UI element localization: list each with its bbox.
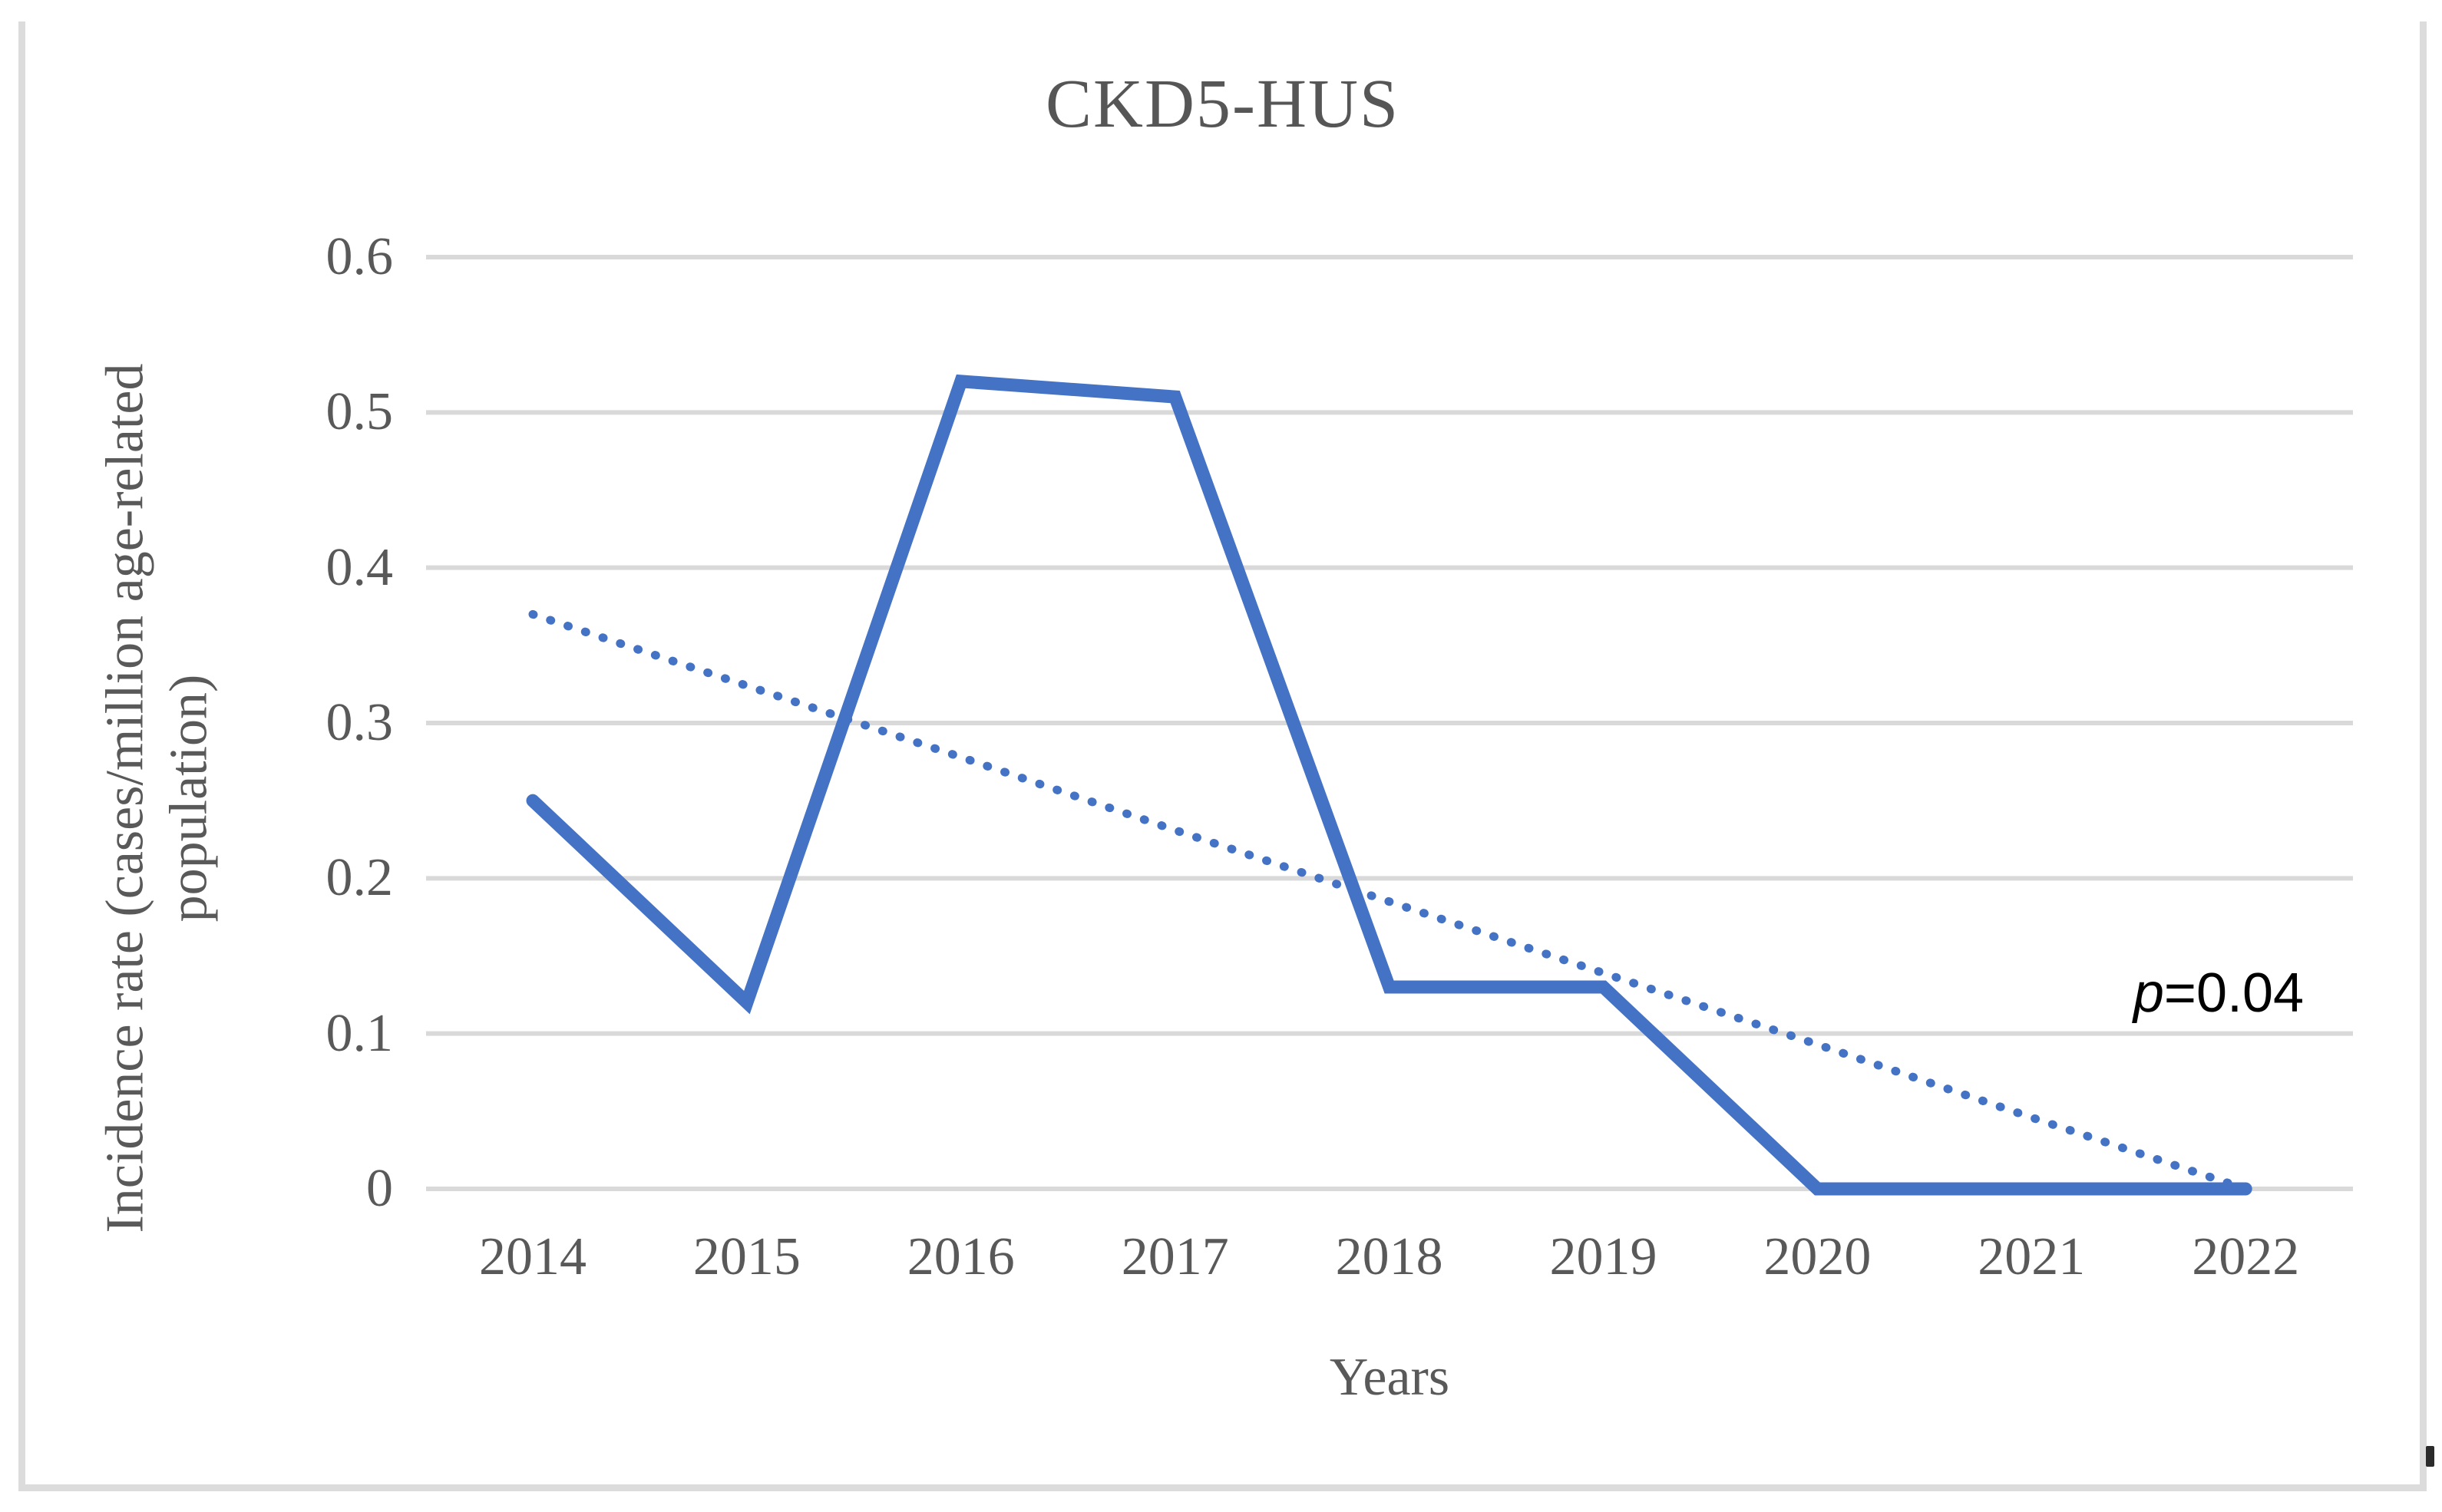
x-tick-label: 2022 [2192,1227,2300,1286]
y-tick-label: 0.5 [325,382,394,442]
p-value: =0.04 [2163,962,2305,1024]
page-text-artifact [2426,1446,2434,1467]
y-axis-title-line2: population) [159,674,218,923]
y-axis-title-line1: Incidence rate (cases/million age-relate… [95,363,155,1233]
figure-border [18,21,2427,1491]
y-tick-label: 0.4 [325,537,394,597]
series-line-solid [526,374,2252,1196]
y-axis-title: Incidence rate (cases/million age-relate… [94,364,220,1233]
p-value-annotation: p=0.04 [2073,962,2364,1024]
x-tick-label: 2019 [1549,1227,1657,1286]
x-tick-label: 2020 [1763,1227,1872,1286]
trendline-dotted [528,609,2250,1193]
x-tick-label: 2016 [907,1227,1015,1286]
x-tick-label: 2015 [692,1227,801,1286]
x-tick-label: 2017 [1121,1227,1229,1286]
x-tick-label: 2018 [1335,1227,1443,1286]
y-tick-label: 0.2 [325,848,394,908]
x-axis-title: Years [1329,1348,1450,1407]
y-tick-label: 0.1 [325,1003,394,1063]
x-tick-label: 2014 [479,1227,587,1286]
y-tick-label: 0.3 [325,693,394,752]
y-tick-label: 0.6 [325,227,394,286]
p-symbol: p [2133,962,2164,1024]
x-tick-label: 2021 [1978,1227,2086,1286]
y-tick-label: 0 [366,1159,393,1218]
chart-title: CKD5-HUS [1045,66,1400,142]
